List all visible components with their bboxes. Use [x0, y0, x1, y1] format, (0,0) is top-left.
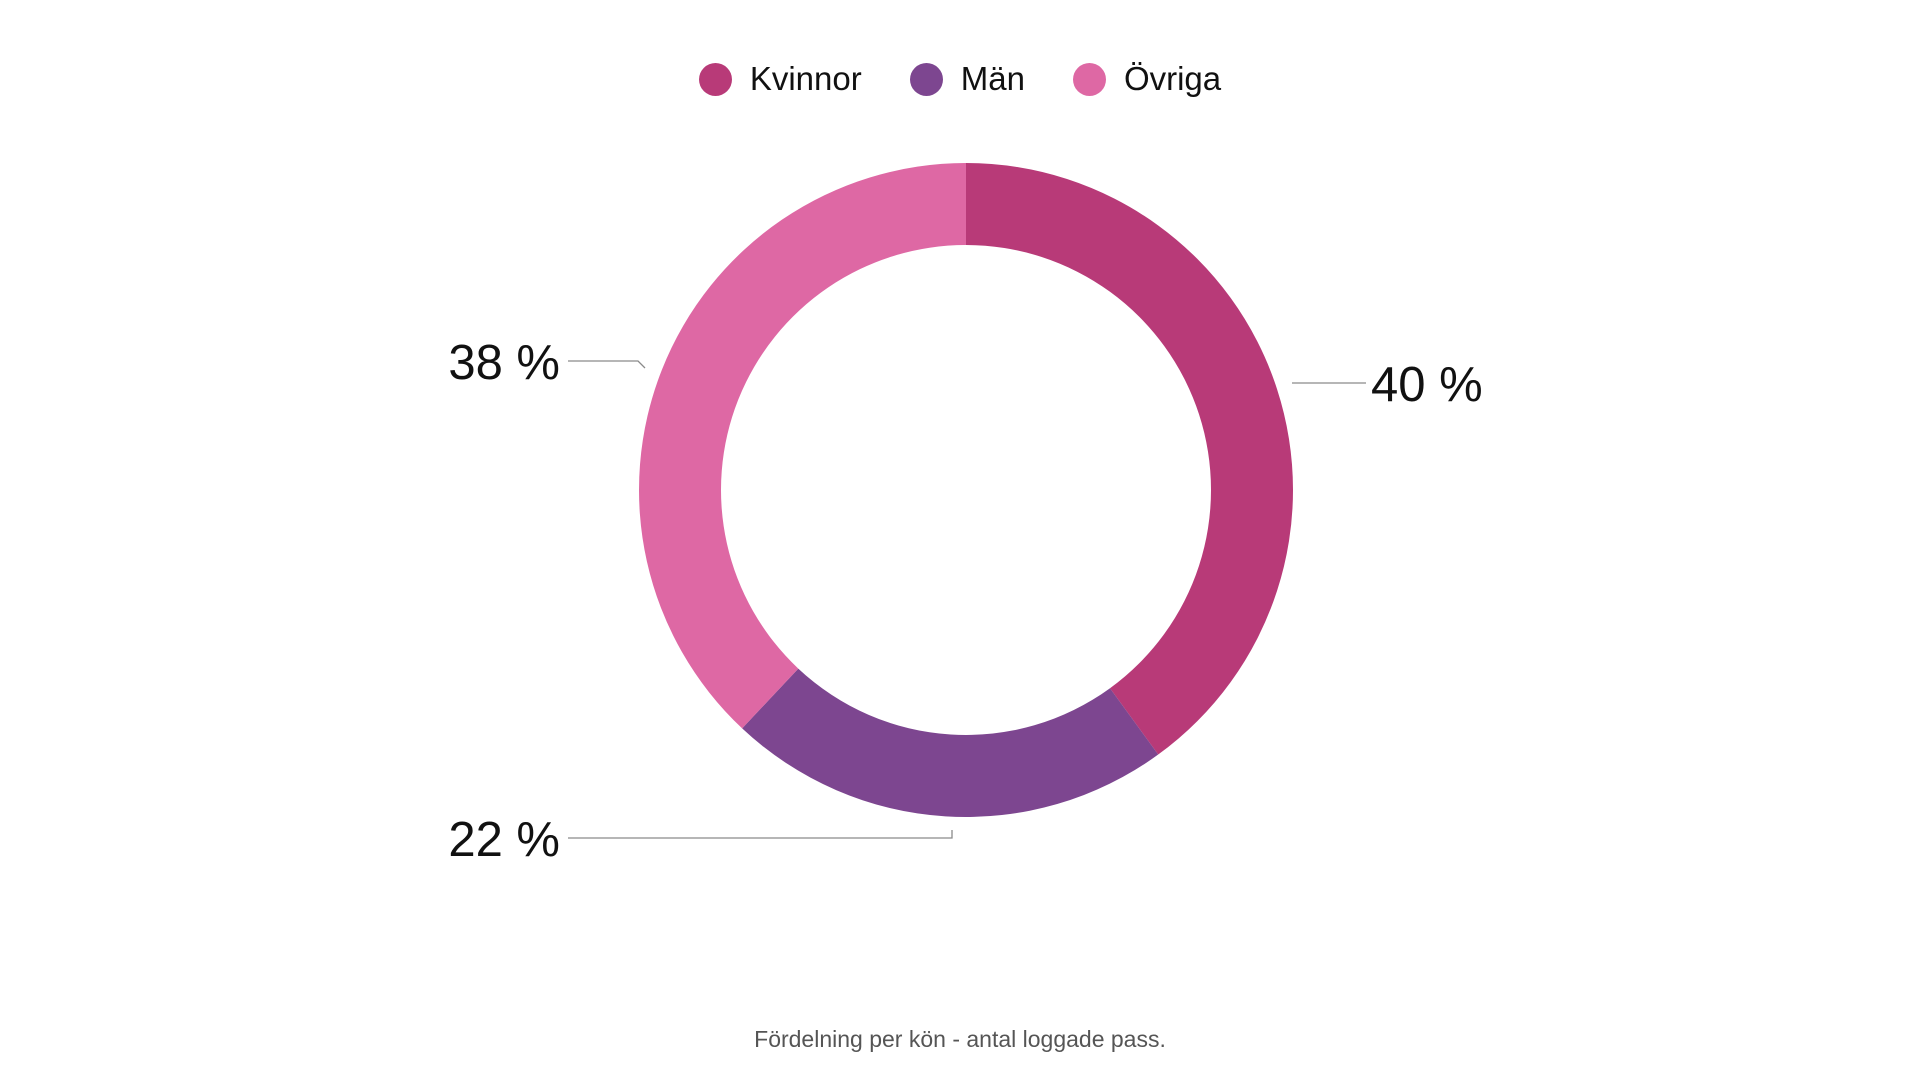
legend-swatch-man — [909, 62, 943, 96]
annotation-ovriga: 38 % — [448, 336, 646, 390]
legend-swatch-kvinnor — [698, 62, 732, 96]
legend-item-kvinnor[interactable]: Kvinnor — [698, 60, 862, 98]
data-label-kvinnor: 40 % — [1371, 358, 1483, 412]
legend-label-ovriga: Övriga — [1123, 60, 1222, 97]
leader-line-man — [568, 830, 953, 839]
data-label-ovriga: 38 % — [448, 336, 560, 390]
legend-label-kvinnor: Kvinnor — [749, 60, 862, 97]
donut-slices — [639, 163, 1293, 818]
chart-caption: Fördelning per kön - antal loggade pass. — [754, 1026, 1166, 1052]
legend-swatch-ovriga — [1072, 62, 1106, 96]
annotation-man: 22 % — [448, 813, 953, 867]
donut-slice-kvinnor[interactable] — [966, 163, 1293, 755]
legend-label-man: Män — [960, 60, 1025, 97]
legend-item-man[interactable]: Män — [909, 60, 1025, 98]
data-label-man: 22 % — [448, 813, 560, 867]
leader-line-ovriga — [568, 360, 646, 369]
donut-slice-ovriga[interactable] — [639, 163, 966, 729]
legend-item-ovriga[interactable]: Övriga — [1072, 60, 1222, 98]
donut-slice-man[interactable] — [742, 668, 1159, 818]
chart-legend: Kvinnor Män Övriga — [0, 60, 1920, 98]
annotation-kvinnor: 40 % — [1292, 358, 1483, 412]
